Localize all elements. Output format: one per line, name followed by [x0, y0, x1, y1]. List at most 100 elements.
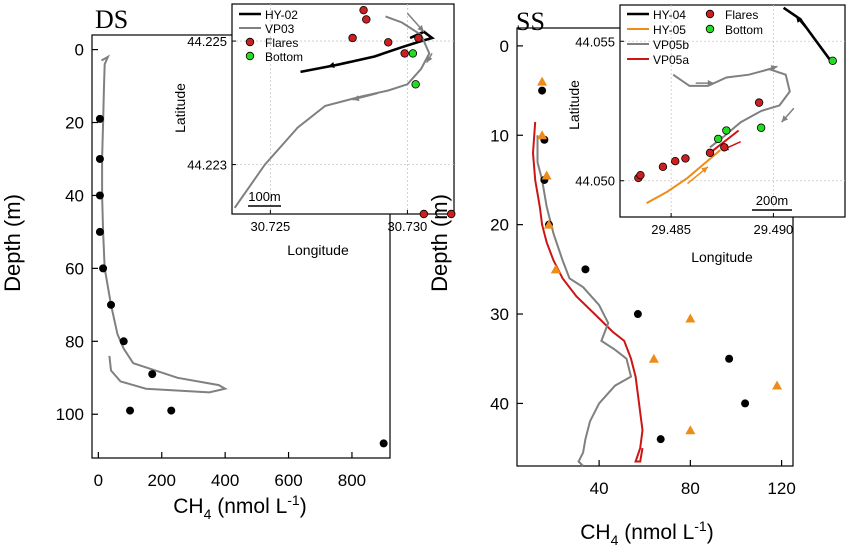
panel-label: SS	[516, 7, 545, 36]
inset-track	[233, 15, 431, 209]
x-tick-label: 800	[338, 471, 366, 490]
inset-arrow-head	[417, 25, 424, 32]
x-tick-label: 40	[590, 479, 609, 498]
legend-label: Bottom	[725, 23, 763, 37]
inset-point	[658, 162, 668, 171]
inset-frame	[619, 4, 846, 218]
data-point	[95, 114, 104, 123]
data-point	[725, 354, 734, 363]
legend-label: Bottom	[265, 50, 303, 64]
legend-swatch-point	[705, 9, 715, 19]
y-tick-label: 20	[490, 216, 509, 235]
x-axis-label-part: CH	[580, 521, 610, 544]
data-point-triangle	[543, 219, 554, 229]
legend-label: Flares	[265, 36, 298, 50]
x-axis-label-part: -1	[287, 492, 300, 508]
inset-point	[756, 123, 766, 132]
profile-line	[531, 121, 644, 463]
data-point-triangle	[550, 264, 561, 274]
inset-point	[384, 38, 393, 47]
data-point	[107, 300, 116, 309]
x-tick-label: 120	[767, 479, 795, 498]
inset-arrow-head	[770, 65, 778, 72]
inset-y-tick-label: 44.050	[575, 174, 615, 189]
data-point	[741, 399, 750, 408]
inset-point	[419, 209, 429, 219]
legend-label: VP05b	[653, 38, 689, 52]
data-point	[95, 154, 104, 163]
x-tick-label: 600	[274, 471, 302, 490]
x-tick-label: 0	[94, 471, 103, 490]
y-tick-label: 80	[65, 332, 84, 351]
inset-point	[359, 5, 368, 15]
panel-label: DS	[95, 5, 128, 34]
data-point	[538, 86, 547, 95]
inset-arrow-head	[795, 16, 803, 23]
y-tick-label: 10	[490, 126, 509, 145]
scale-bar-label: 100m	[248, 189, 281, 204]
data-point	[148, 370, 157, 379]
x-axis-label-part: 4	[204, 506, 212, 522]
inset-x-axis-label: Longitude	[287, 242, 349, 258]
inset-point	[400, 49, 409, 58]
legend-label: Flares	[725, 8, 758, 22]
inset-point	[681, 154, 690, 163]
y-tick-label: 20	[65, 114, 84, 133]
data-point-triangle	[537, 130, 548, 140]
x-axis-label-part: )	[707, 521, 714, 544]
inset-arrow-head	[707, 80, 715, 87]
data-point	[119, 337, 128, 346]
legend-swatch-point	[705, 24, 715, 34]
profile-line	[101, 54, 228, 394]
y-tick-label: 40	[65, 186, 84, 205]
inset-y-tick-label: 44.225	[187, 34, 227, 49]
panel-ds: 0 200 400 600 800 0 20 40 60 80 100 DS CH4 (nmol L-1…	[0, 3, 456, 522]
legend-label: HY-02	[265, 8, 298, 22]
data-point	[656, 435, 665, 444]
y-tick-label: 100	[56, 405, 84, 424]
data-point-triangle	[685, 425, 696, 435]
legend-label: HY-05	[653, 23, 686, 37]
inset-x-tick-label: 29.490	[754, 222, 794, 237]
inset-y-axis-label: Latitude	[172, 83, 188, 133]
y-tick-label: 0	[500, 37, 509, 56]
inset-y-tick-label: 44.055	[575, 34, 615, 49]
x-tick-label: 80	[681, 479, 700, 498]
inset-track	[709, 129, 740, 154]
x-axis-label-part: CH	[173, 495, 203, 518]
x-axis-label-part: -1	[694, 518, 707, 534]
data-point	[379, 439, 388, 448]
x-axis-label-part: )	[300, 495, 307, 518]
inset-point	[348, 33, 357, 43]
inset-arrow-head	[352, 95, 360, 102]
inset-point	[447, 209, 456, 219]
inset-point	[754, 98, 764, 107]
y-tick-label: 30	[490, 305, 509, 324]
legend-label: VP03	[265, 22, 295, 36]
data-point	[95, 191, 104, 200]
inset-point	[828, 56, 837, 65]
legend-swatch-point	[245, 51, 255, 61]
inset-map: 30.725 30.730 44.223 44.225 HY-02VP03FlaresB…	[187, 3, 456, 234]
inset-track	[646, 149, 721, 204]
inset-point	[671, 157, 680, 166]
inset-arrow-head	[426, 55, 433, 63]
x-tick-label: 400	[211, 471, 239, 490]
x-axis-label-part: (nmol L	[618, 521, 694, 544]
x-tick-label: 200	[148, 471, 176, 490]
y-tick-label: 60	[65, 259, 84, 278]
inset-x-tick-label: 30.730	[388, 219, 428, 234]
data-point	[99, 264, 108, 273]
inset-arrow-head	[701, 166, 708, 174]
data-point	[581, 265, 590, 274]
inset-map: 29.485 29.490 44.050 44.055 HY-04HY-05VP05bV…	[575, 4, 846, 237]
inset-point	[636, 170, 645, 180]
y-axis-label: Depth (m)	[427, 194, 452, 292]
profile-line	[536, 135, 633, 467]
inset-y-axis-label: Latitude	[566, 80, 582, 130]
data-point	[633, 310, 642, 319]
inset-x-tick-label: 30.725	[250, 219, 290, 234]
data-point-triangle	[541, 170, 552, 180]
data-point-triangle	[648, 353, 659, 363]
